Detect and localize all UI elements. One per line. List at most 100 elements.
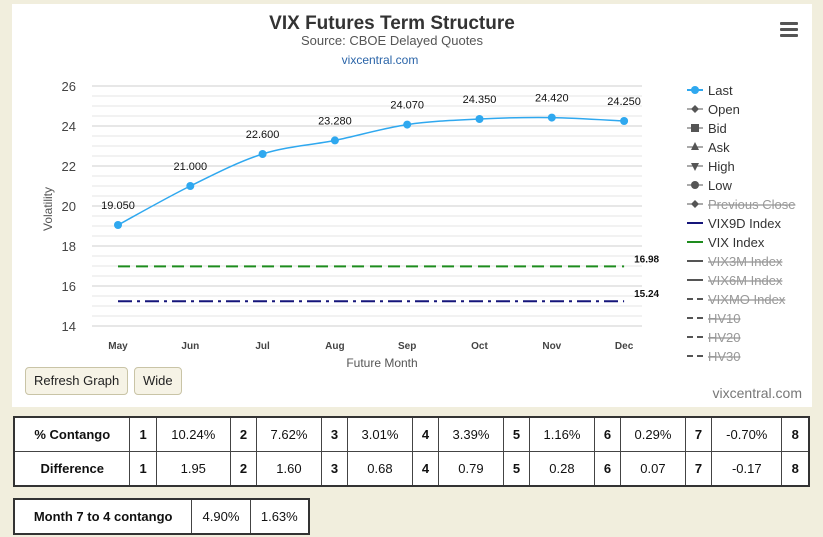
month-number-cell: 5 (502, 451, 531, 487)
data-point (330, 136, 339, 145)
month-number-cell: 3 (320, 451, 349, 487)
x-tick-label: Nov (542, 341, 561, 352)
legend-label: Bid (708, 121, 727, 136)
x-axis-label: Future Month (346, 356, 417, 370)
row-header: % Contango (13, 416, 131, 452)
legend-item[interactable]: Low (687, 178, 732, 193)
month-contango-label: Month 7 to 4 contango (13, 498, 193, 535)
value-cell: 0.28 (529, 451, 595, 487)
x-tick-label: Oct (471, 341, 488, 352)
legend-label: Open (708, 102, 740, 117)
legend-item[interactable]: Bid (687, 121, 727, 136)
legend-item[interactable]: Last (687, 83, 733, 98)
value-cell: 7.62% (256, 416, 322, 452)
data-point (547, 113, 556, 122)
legend-item[interactable]: Open (687, 102, 740, 117)
legend-label: HV30 (708, 349, 741, 364)
month-number-cell: 1 (129, 416, 157, 452)
legend-item[interactable]: HV30 (687, 349, 741, 364)
month-number-cell: 2 (229, 416, 258, 452)
legend-item[interactable]: Previous Close (687, 197, 795, 212)
term-structure-chart: VIX Futures Term Structure Source: CBOE … (41, 13, 795, 370)
data-point (475, 115, 484, 123)
month-number-cell: 8 (781, 416, 810, 452)
chart-credit[interactable]: vixcentral.com (712, 385, 802, 401)
month-contango-table: Month 7 to 4 contango 4.90% 1.63% (13, 498, 310, 535)
month-number-cell: 1 (129, 451, 157, 487)
value-cell: 1.95 (155, 451, 231, 487)
legend-label: HV10 (708, 311, 741, 326)
month-number-cell: 8 (781, 451, 810, 487)
month-number-cell: 5 (502, 416, 531, 452)
chart-subtitle: Source: CBOE Delayed Quotes (301, 33, 484, 48)
legend-label: VIXMO Index (708, 292, 786, 307)
y-tick-label: 16 (62, 279, 76, 294)
legend-label: High (708, 159, 735, 174)
x-tick-label: Dec (615, 341, 634, 352)
legend-item[interactable]: VIXMO Index (687, 292, 786, 307)
x-tick-label: Sep (398, 341, 416, 352)
legend-label: VIX3M Index (708, 254, 783, 269)
month-number-cell: 6 (593, 451, 622, 487)
table-row: Month 7 to 4 contango 4.90% 1.63% (13, 498, 310, 535)
month-contango-value-2: 1.63% (249, 498, 310, 535)
legend-item[interactable]: Ask (687, 140, 730, 155)
data-point (620, 117, 629, 125)
value-cell: -0.17 (711, 451, 783, 487)
circle-icon (691, 181, 699, 189)
wide-button[interactable]: Wide (134, 367, 182, 395)
y-axis-label: Volatility (41, 187, 55, 231)
diamond-icon (691, 200, 699, 208)
data-label: 23.280 (318, 115, 352, 127)
data-label: 24.070 (390, 100, 424, 112)
x-tick-label: May (108, 341, 128, 352)
series-end-label: 16.98 (634, 254, 659, 265)
hamburger-icon (780, 22, 798, 25)
legend-item[interactable]: HV20 (687, 330, 741, 345)
data-label: 24.420 (535, 93, 569, 105)
data-label: 19.050 (101, 200, 135, 212)
x-tick-label: Aug (325, 341, 344, 352)
data-point (186, 182, 195, 190)
data-point (403, 120, 412, 129)
value-cell: 0.68 (347, 451, 413, 487)
month-number-cell: 3 (320, 416, 349, 452)
y-tick-label: 20 (62, 199, 76, 214)
value-cell: 0.79 (438, 451, 504, 487)
y-tick-label: 24 (62, 119, 76, 134)
chart-menu-button[interactable] (780, 22, 798, 38)
triangle-up-icon (691, 142, 699, 150)
triangle-down-icon (691, 163, 699, 171)
source-link[interactable]: vixcentral.com (342, 53, 419, 67)
table-row: % Contango 1 10.24% 2 7.62% 3 3.01% 4 3.39% 5 1.16… (13, 416, 810, 452)
y-tick-label: 14 (62, 319, 76, 334)
table-row: Difference 1 1.95 2 1.60 3 0.68 4 0.79 5 0.28 6 0.07… (13, 451, 810, 487)
month-contango-value-1: 4.90% (191, 498, 251, 535)
month-number-cell: 4 (411, 416, 440, 452)
month-number-cell: 2 (229, 451, 258, 487)
square-icon (691, 124, 699, 132)
value-cell: 1.60 (256, 451, 322, 487)
refresh-graph-button[interactable]: Refresh Graph (25, 367, 129, 395)
x-tick-label: Jun (181, 341, 199, 352)
data-point (114, 221, 122, 229)
y-tick-label: 18 (62, 239, 76, 254)
legend-label: HV20 (708, 330, 741, 345)
data-point (258, 150, 267, 158)
legend-item[interactable]: High (687, 159, 735, 174)
legend-label: Last (708, 83, 733, 98)
diamond-icon (691, 105, 699, 113)
value-cell: 3.39% (438, 416, 504, 452)
data-label: 21.000 (173, 161, 207, 173)
month-number-cell: 6 (593, 416, 622, 452)
legend-item[interactable]: VIX3M Index (687, 254, 783, 269)
legend-item[interactable]: VIX9D Index (687, 216, 781, 231)
x-tick-label: Jul (255, 341, 270, 352)
legend-item[interactable]: VIX6M Index (687, 273, 783, 288)
month-number-cell: 7 (684, 451, 713, 487)
legend-item[interactable]: VIX Index (687, 235, 765, 250)
legend-label: Previous Close (708, 197, 795, 212)
y-tick-label: 22 (62, 159, 76, 174)
y-tick-label: 26 (62, 79, 76, 94)
legend-item[interactable]: HV10 (687, 311, 741, 326)
